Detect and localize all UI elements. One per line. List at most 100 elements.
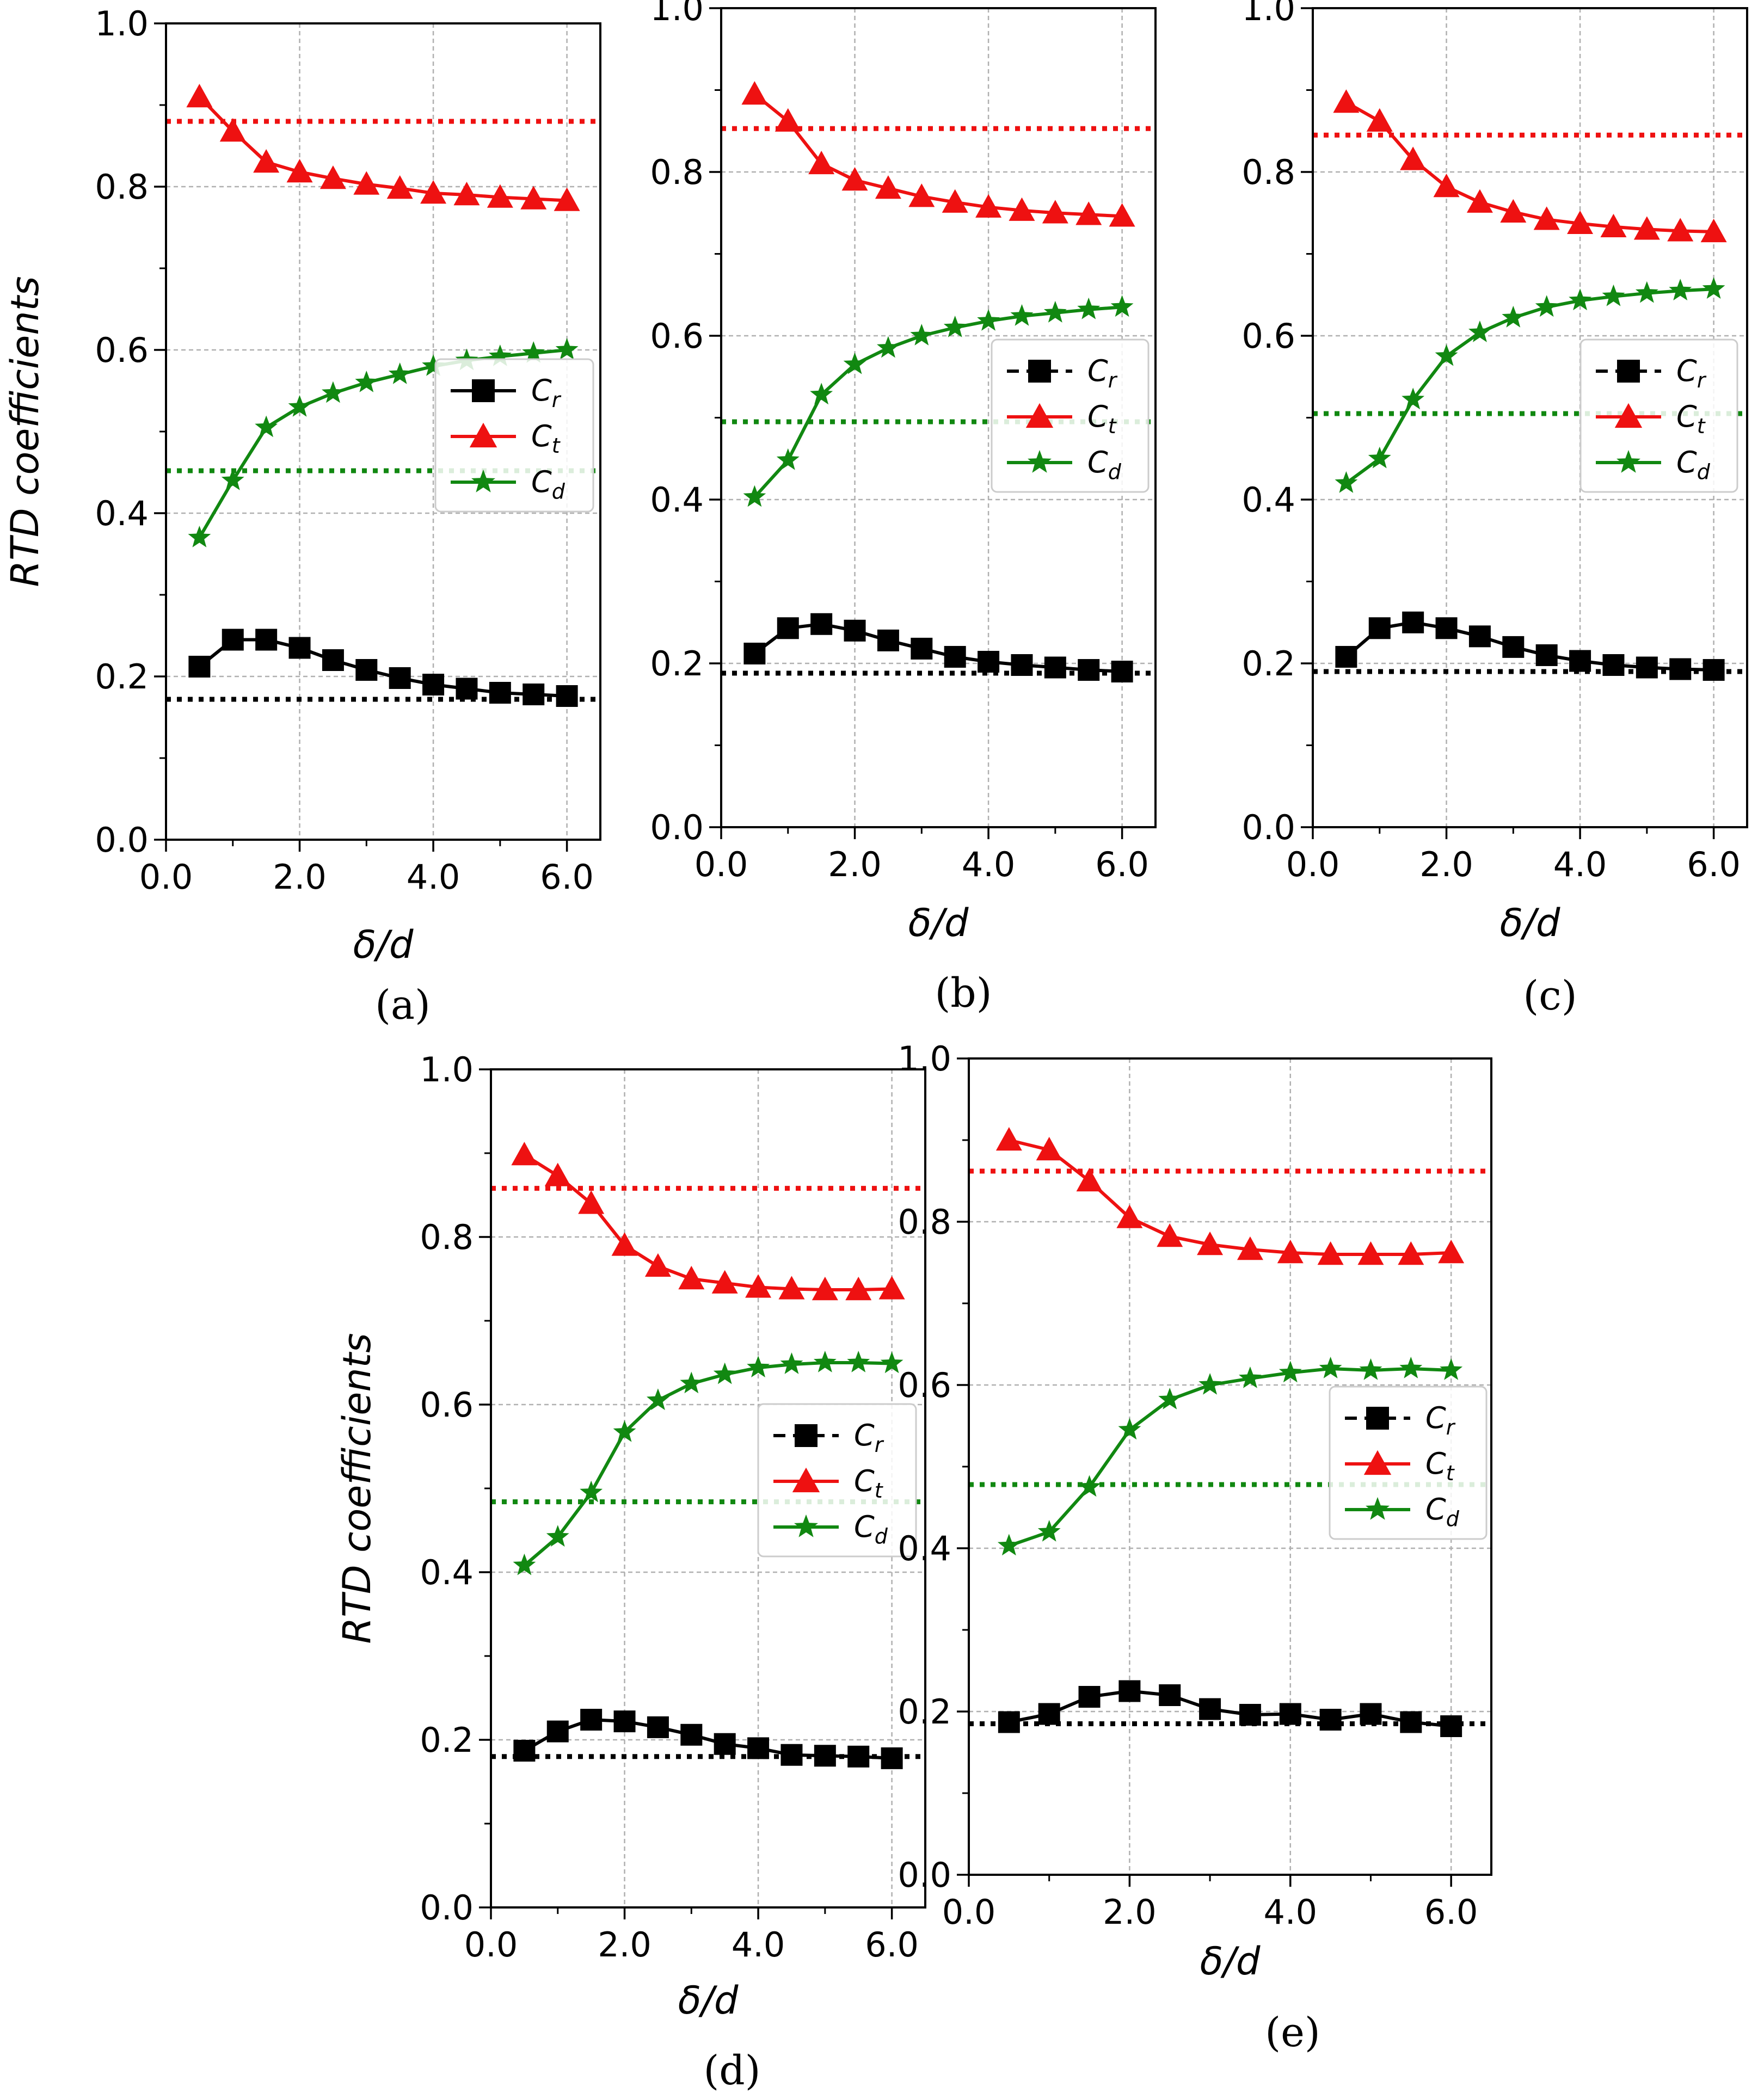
legend-label-ct: Ct [531,419,561,458]
data-point-ct [487,184,513,208]
data-point-cd [1502,305,1525,328]
data-point-cr [1111,661,1133,683]
data-point-cr [255,629,278,651]
data-point-cd [1335,471,1358,493]
data-point-cr [1435,617,1458,639]
data-point-cr [944,645,966,668]
data-point-cr [288,637,311,659]
panel-b: 0.0 2.0 4.0 6.00.00.20.40.60.81.0CrCtCdδ/d(… [650,0,1157,1017]
series-line-ct [1009,1138,1452,1256]
series-line-cr [1009,1689,1452,1728]
legend-marker-ct [1614,403,1643,428]
data-point-cr [1319,1709,1342,1731]
data-point-ct [1567,210,1594,235]
legend-label-main: C [531,419,552,453]
axes-frame [490,1068,926,1909]
x-tick-label: 6.0 [1095,845,1149,884]
data-point-cd [780,1352,803,1374]
y-tick-label: 0.6 [95,330,149,370]
y-tick-label: 0.2 [420,1720,474,1760]
y-tick-label: 1.0 [650,0,704,28]
data-point-cd [1602,284,1625,306]
legend-label-cr: Cr [1676,354,1707,392]
data-point-ct [841,167,868,191]
y-tick-label: 1.0 [95,4,149,44]
data-point-cr [780,1744,803,1766]
data-point-ct [845,1277,872,1301]
legend: Cr Ct Cd [1579,338,1738,493]
data-point-ct [420,180,447,204]
x-axis-label: δ/d [353,922,414,967]
axes-frame [720,7,1157,828]
panel-c: 0.0 2.0 4.0 6.00.00.20.40.60.81.0CrCtCdδ/d(… [1241,0,1748,1019]
data-point-cr [422,674,445,695]
data-point-cr [814,1745,836,1767]
data-point-cd [743,485,766,507]
x-tick-label: 6.0 [540,857,594,897]
legend-label-cd: Cd [1676,445,1711,484]
data-point-ct [875,175,901,199]
data-point-ct [1366,108,1393,132]
x-tick-label: 2.0 [273,857,327,897]
legend-label-main: C [1087,354,1108,388]
data-point-ct [219,118,246,142]
x-axis-label: δ/d [1200,1939,1261,1984]
data-point-cd [1279,1361,1302,1383]
data-point-cd [880,1351,903,1374]
legend-label-main: C [1676,445,1697,479]
legend-label-cd: Cd [854,1510,888,1548]
legend-label-sub: r [1697,368,1707,392]
data-point-cd [422,354,445,376]
data-point-cd [1669,279,1692,300]
legend-label-sub: t [1108,414,1117,438]
data-point-ct [812,1277,838,1301]
data-point-cr [546,1720,569,1743]
legend-marker-ct [1025,403,1054,428]
legend-marker-cd [1028,450,1052,473]
legend-label-main: C [531,465,552,499]
legend-label-main: C [854,1464,875,1498]
legend-label-ct: Ct [1676,399,1706,438]
y-tick-label: 0.6 [898,1365,951,1405]
data-point-cd [1110,295,1134,317]
legend-label-sub: d [1697,460,1711,484]
x-tick-label: 2.0 [1419,845,1473,884]
data-point-ct [644,1253,671,1277]
series-line-ct [198,95,567,202]
y-tick-label: 0.8 [650,152,704,192]
data-point-ct [1433,174,1460,198]
data-point-ct [1036,1137,1062,1161]
x-axis-label: δ/d [678,1978,739,2023]
y-tick-label: 0.8 [1241,152,1295,192]
y-tick-label: 0.0 [898,1855,951,1895]
legend-marker-ct [1363,1450,1392,1475]
data-point-cr [613,1710,636,1733]
data-point-cd [1702,277,1725,299]
y-tick-label: 1.0 [420,1050,474,1089]
data-point-cr [847,1745,870,1768]
y-tick-label: 0.4 [1241,480,1295,520]
x-tick-label: 4.0 [1553,845,1607,884]
data-point-cd [488,344,512,366]
legend-label-sub: r [875,1433,884,1457]
y-tick-label: 0.2 [1241,644,1295,684]
x-axis-label: δ/d [1500,901,1560,945]
data-point-cd [288,395,311,417]
x-tick-label: 2.0 [1103,1892,1157,1932]
data-point-cr [1468,625,1491,648]
data-point-cr [877,629,899,651]
data-point-cd [1010,304,1034,326]
data-point-ct [1333,89,1360,113]
y-tick-label: 0.8 [898,1202,951,1242]
axes-frame [1312,7,1748,828]
data-point-cd [647,1388,669,1411]
data-point-cd [513,1553,536,1575]
data-point-ct [678,1266,705,1290]
data-point-cd [1239,1366,1262,1388]
legend-label-sub: t [1697,414,1706,438]
x-tick-label: 6.0 [1687,845,1741,884]
legend-label-sub: d [1108,460,1122,484]
x-tick-label: 0.0 [139,857,193,897]
